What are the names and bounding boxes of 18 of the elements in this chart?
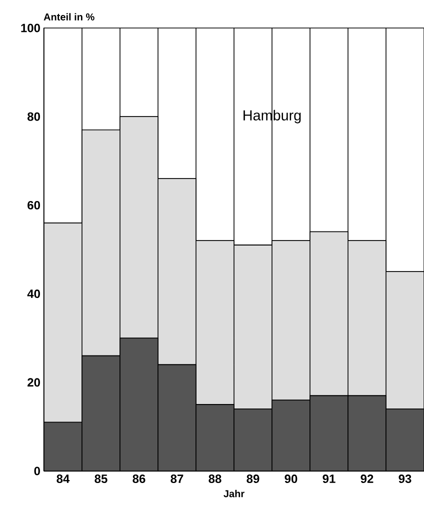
x-tick-label: 93	[398, 474, 412, 484]
x-tick-label: 92	[360, 474, 374, 484]
x-tick-label: 87	[170, 474, 184, 484]
x-axis-title: Jahr	[224, 490, 244, 498]
x-tick-label: 86	[132, 474, 146, 484]
x-tick-label: 91	[322, 474, 336, 484]
y-tick-label: 60	[28, 200, 40, 210]
y-tick-label: 40	[27, 290, 40, 298]
x-tick-label: 85	[94, 474, 108, 484]
x-tick-label: 90	[284, 474, 298, 484]
y-tick-label: 20	[28, 378, 40, 387]
y-tick-label: 0	[34, 466, 40, 476]
y-tick-label: 100	[21, 24, 40, 32]
x-tick-label: 84	[56, 474, 70, 484]
y-tick-label: 80	[27, 112, 40, 121]
x-tick-label: 88	[208, 474, 222, 484]
x-tick-label: 89	[246, 474, 260, 484]
y-axis-title: Anteil in %	[44, 13, 94, 20]
